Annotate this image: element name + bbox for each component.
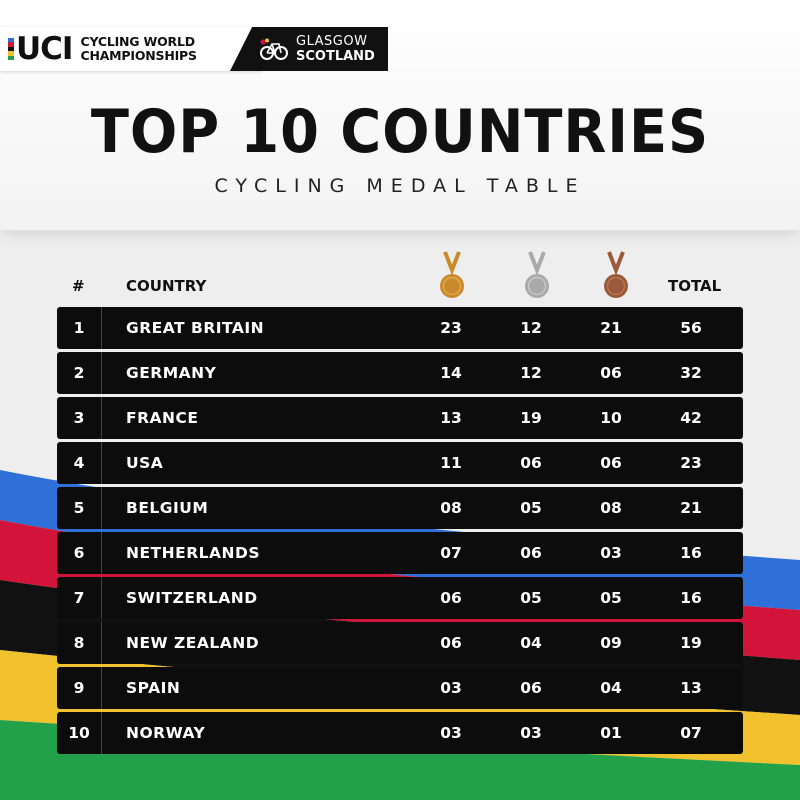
bronze-count-cell: 08 [600, 499, 622, 517]
country-cell: BELGIUM [126, 499, 209, 517]
silver-count-cell: 19 [520, 409, 542, 427]
country-cell: USA [126, 454, 164, 472]
rank-cell: 8 [57, 622, 102, 664]
gold-count-cell: 06 [440, 589, 462, 607]
country-cell: GERMANY [126, 364, 217, 382]
rank-cell: 3 [57, 397, 102, 439]
event-logo: UCI CYCLING WORLD CHAMPIONSHIPS GLASGOW … [0, 27, 388, 71]
silver-count-cell: 12 [520, 364, 542, 382]
table-row: 4 USA 11 06 06 23 [57, 442, 743, 484]
table-row: 10 NORWAY 03 03 01 07 [57, 712, 743, 754]
gold-count-cell: 14 [440, 364, 462, 382]
rank-cell: 1 [57, 307, 102, 349]
host-city-logo: GLASGOW SCOTLAND [230, 27, 388, 71]
uci-logo: UCI CYCLING WORLD CHAMPIONSHIPS [0, 27, 262, 71]
table-row: 2 GERMANY 14 12 06 32 [57, 352, 743, 394]
total-count-cell: 32 [680, 364, 702, 382]
table-row: 6 NETHERLANDS 07 06 03 16 [57, 532, 743, 574]
silver-count-cell: 05 [520, 499, 542, 517]
gold-count-cell: 11 [440, 454, 462, 472]
country-cell: SWITZERLAND [126, 589, 258, 607]
uci-stripes-icon [8, 38, 14, 61]
total-count-cell: 56 [680, 319, 702, 337]
gold-medal-icon [440, 251, 464, 298]
bronze-count-cell: 10 [600, 409, 622, 427]
medal-table: 1 GREAT BRITAIN 23 12 21 56 2 GERMANY 14 12 06 32 3 F… [57, 307, 743, 757]
country-cell: GREAT BRITAIN [126, 319, 265, 337]
gold-count-cell: 03 [440, 679, 462, 697]
total-count-cell: 13 [680, 679, 702, 697]
gold-count-cell: 08 [440, 499, 462, 517]
total-count-cell: 21 [680, 499, 702, 517]
country-cell: NETHERLANDS [126, 544, 261, 562]
bronze-count-cell: 21 [600, 319, 622, 337]
event-name: CYCLING WORLD CHAMPIONSHIPS [80, 34, 197, 63]
gold-count-cell: 23 [440, 319, 462, 337]
total-count-cell: 42 [680, 409, 702, 427]
bronze-count-cell: 06 [600, 364, 622, 382]
total-count-cell: 16 [680, 544, 702, 562]
bronze-count-cell: 01 [600, 724, 622, 742]
country-cell: NORWAY [126, 724, 206, 742]
gold-count-cell: 06 [440, 634, 462, 652]
rank-cell: 10 [57, 712, 102, 754]
event-line-2: CHAMPIONSHIPS [80, 48, 197, 63]
gold-count-cell: 03 [440, 724, 462, 742]
bronze-medal-icon [604, 251, 628, 298]
silver-count-cell: 05 [520, 589, 542, 607]
gold-count-cell: 07 [440, 544, 462, 562]
host-city-text: GLASGOW SCOTLAND [296, 34, 375, 64]
uci-wordmark: UCI [16, 30, 73, 67]
rank-cell: 6 [57, 532, 102, 574]
silver-count-cell: 03 [520, 724, 542, 742]
host-line-2: SCOTLAND [296, 49, 375, 64]
rank-cell: 9 [57, 667, 102, 709]
silver-count-cell: 06 [520, 679, 542, 697]
bronze-count-cell: 09 [600, 634, 622, 652]
total-count-cell: 07 [680, 724, 702, 742]
host-line-1: GLASGOW [296, 34, 368, 49]
silver-medal-icon [525, 251, 549, 298]
total-count-cell: 23 [680, 454, 702, 472]
rank-column-header: # [72, 277, 85, 295]
table-row: 8 NEW ZEALAND 06 04 09 19 [57, 622, 743, 664]
table-row: 5 BELGIUM 08 05 08 21 [57, 487, 743, 529]
rank-cell: 5 [57, 487, 102, 529]
table-row: 7 SWITZERLAND 06 05 05 16 [57, 577, 743, 619]
bicycle-icon [260, 38, 288, 60]
event-line-1: CYCLING WORLD [80, 34, 195, 49]
bronze-count-cell: 04 [600, 679, 622, 697]
total-count-cell: 16 [680, 589, 702, 607]
total-count-cell: 19 [680, 634, 702, 652]
rank-cell: 7 [57, 577, 102, 619]
silver-count-cell: 12 [520, 319, 542, 337]
country-column-header: COUNTRY [126, 277, 207, 295]
silver-count-cell: 06 [520, 544, 542, 562]
table-row: 3 FRANCE 13 19 10 42 [57, 397, 743, 439]
table-row: 9 SPAIN 03 06 04 13 [57, 667, 743, 709]
silver-count-cell: 04 [520, 634, 542, 652]
rank-cell: 2 [57, 352, 102, 394]
country-cell: SPAIN [126, 679, 181, 697]
bronze-count-cell: 05 [600, 589, 622, 607]
silver-count-cell: 06 [520, 454, 542, 472]
rank-cell: 4 [57, 442, 102, 484]
bronze-count-cell: 06 [600, 454, 622, 472]
gold-count-cell: 13 [440, 409, 462, 427]
country-cell: NEW ZEALAND [126, 634, 260, 652]
country-cell: FRANCE [126, 409, 199, 427]
total-column-header: TOTAL [668, 277, 722, 295]
table-row: 1 GREAT BRITAIN 23 12 21 56 [57, 307, 743, 349]
page-title: TOP 10 COUNTRIES [90, 97, 710, 167]
page-subtitle: CYCLING MEDAL TABLE [214, 175, 586, 197]
bronze-count-cell: 03 [600, 544, 622, 562]
